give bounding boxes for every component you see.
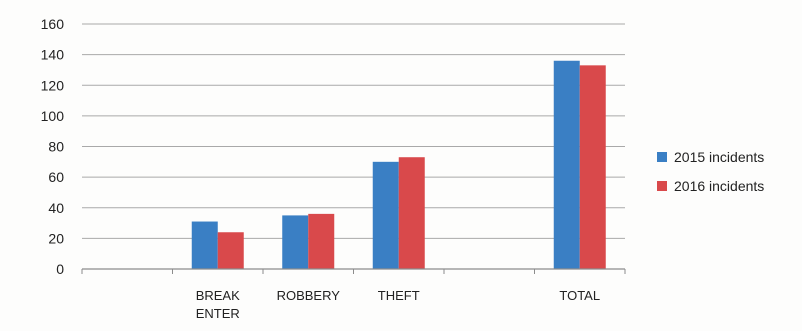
gridlines [82,23,625,239]
y-tick-label: 40 [48,200,64,216]
y-tick-label: 80 [48,139,64,155]
bar-2016-incidents [579,65,606,269]
legend-label: 2015 incidents [674,149,764,165]
bar-2015-incidents [553,60,580,269]
y-tick-label: 160 [41,16,65,32]
category-label: TOTAL [559,288,600,303]
x-axis [81,268,626,274]
bar-2015-incidents [191,221,218,269]
y-tick-label: 60 [48,169,64,185]
y-axis-ticks: 0 20 40 60 80 100 120 140 160 [41,16,65,277]
category-label: ROBBERY [277,288,341,303]
y-tick-label: 20 [48,230,64,246]
y-tick-label: 140 [41,47,65,63]
y-tick-label: 120 [41,77,65,93]
category-label: BREAK [196,288,240,303]
legend-swatch [657,152,667,162]
bar-2015-incidents [282,215,309,269]
bar-2016-incidents [308,213,335,269]
category-label: ENTER [196,306,240,321]
legend: 2015 incidents 2016 incidents [657,149,764,194]
legend-swatch [657,181,667,191]
category-labels: BREAK ENTER ROBBERY THEFT TOTAL [196,288,600,321]
bar-2015-incidents [372,161,399,269]
bar-2016-incidents [398,157,425,269]
y-tick-label: 100 [41,108,65,124]
legend-label: 2016 incidents [674,178,764,194]
y-tick-label: 0 [56,261,64,277]
bars [191,60,606,269]
bar-2016-incidents [217,232,244,269]
category-label: THEFT [378,288,420,303]
